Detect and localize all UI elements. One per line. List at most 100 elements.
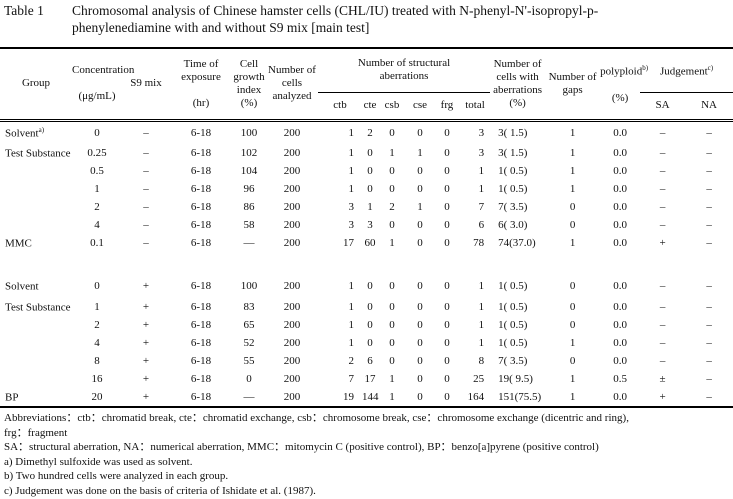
cell-cwa: 3( 1.5) <box>498 147 528 159</box>
table-row: 8 +6-18 55 200 2 6 0 0 0 8 7( 3.5) 0 0.0 – – <box>0 352 733 370</box>
cell-gaps: 1 <box>569 337 576 349</box>
cell-cse: 0 <box>417 337 423 349</box>
cell-s9: – <box>143 219 149 231</box>
cell-sa: – <box>659 301 666 313</box>
cell-na: – <box>706 319 712 331</box>
cell-time: 6-18 <box>190 373 212 385</box>
cell-group: Solventa) <box>5 125 45 140</box>
cell-ctb: 1 <box>348 337 355 349</box>
cell-csb: 0 <box>389 337 395 349</box>
cell-gaps: 1 <box>569 126 576 139</box>
cell-cse: 1 <box>417 147 423 159</box>
cell-cse: 0 <box>417 183 423 195</box>
table-row: Solventa) 0–6-18 100 200 1 2 0 0 0 3 3( 1.5) 1 0.0– – <box>0 120 733 144</box>
table-row: MMC 0.1 – 6-18 — 200 17 60 1 0 0 78 74(37.0) 1 0.0 + – <box>0 234 733 252</box>
cell-poly: 0.0 <box>613 280 627 292</box>
cell-csb: 0 <box>389 301 395 313</box>
cell-group: MMC <box>5 237 32 250</box>
footnote-b: b) Two hundred cells were analyzed in ea… <box>4 470 229 483</box>
cell-cells: 200 <box>283 237 301 249</box>
cell-ctb: 1 <box>348 183 355 195</box>
cell-frg: 0 <box>444 373 450 385</box>
cell-csb: 0 <box>389 319 395 331</box>
title-line-1: Chromosomal analysis of Chinese hamster … <box>72 3 599 18</box>
cell-s9: + <box>142 280 150 292</box>
header-total: total <box>465 99 485 111</box>
cell-csb: 0 <box>389 280 395 292</box>
cell-growth: 96 <box>243 183 255 195</box>
table-row: 1–6-18 96 200 1 0 0 0 0 1 1( 0.5) 1 0.0– – <box>0 180 733 198</box>
cell-cse: 0 <box>417 373 423 385</box>
cell-total: 1 <box>478 301 485 313</box>
table-row: 4 +6-18 52 200 1 0 0 0 0 1 1( 0.5) 1 0.0– – <box>0 334 733 352</box>
cell-sa: – <box>659 337 666 349</box>
cell-sa: – <box>659 319 666 331</box>
cell-time: 6-18 <box>190 391 212 403</box>
cell-na: – <box>706 201 712 213</box>
header-judgement: Judgementc) <box>640 48 733 93</box>
cell-gaps: 0 <box>569 301 576 313</box>
cell-cse: 0 <box>417 237 423 249</box>
cell-frg: 0 <box>444 280 450 292</box>
cell-cells: 200 <box>283 319 301 331</box>
cell-na: – <box>706 237 712 249</box>
cell-growth: 102 <box>240 147 258 159</box>
table-row: 2 +6-18 65 200 1 0 0 0 0 1 1( 0.5) 0 0.0– – <box>0 316 733 334</box>
cell-growth: 52 <box>243 337 255 349</box>
cell-sa: – <box>659 147 666 159</box>
table-row: 2–6-18 86 200 3 1 2 1 0 7 7( 3.5) 0 0.0– – <box>0 198 733 216</box>
cell-poly: 0.0 <box>613 319 627 331</box>
cell-conc: 2 <box>94 201 100 213</box>
cell-cells: 200 <box>283 301 301 313</box>
cell-cwa: 1( 0.5) <box>498 319 528 331</box>
cell-group <box>0 162 72 180</box>
cell-cells: 200 <box>283 355 301 367</box>
cell-sa: – <box>659 219 666 231</box>
cell-csb: 0 <box>389 183 395 195</box>
cell-ctb: 3 <box>348 201 355 213</box>
footnote-c: c) Judgement was done on the basis of cr… <box>4 484 316 497</box>
cell-growth: 86 <box>243 201 255 213</box>
cell-ctb: 1 <box>348 301 355 313</box>
cell-gaps: 1 <box>569 183 576 195</box>
cell-cte: 0 <box>367 319 373 331</box>
footnote-abbreviations-cont: frg：fragment <box>4 426 68 439</box>
cell-gaps: 0 <box>569 280 576 292</box>
cell-total: 1 <box>478 319 485 331</box>
cell-cells: 200 <box>283 337 301 349</box>
header-polyploid: polyploidb) (%) <box>600 64 649 105</box>
cell-total: 6 <box>478 219 485 231</box>
table-title: Table 1 Chromosomal analysis of Chinese h… <box>4 2 729 36</box>
cell-group <box>0 316 72 334</box>
cell-gaps: 1 <box>569 147 576 159</box>
cell-time: 6-18 <box>190 183 212 195</box>
cell-poly: 0.0 <box>613 201 627 213</box>
header-structural: Number of structural aberrations <box>318 48 491 93</box>
cell-group <box>0 216 72 234</box>
spacer-row <box>0 252 733 274</box>
cell-csb: 0 <box>389 355 395 367</box>
cell-cwa: 151(75.5) <box>498 391 542 403</box>
cell-frg: 0 <box>444 301 450 313</box>
cell-frg: 0 <box>444 319 450 331</box>
cell-total: 1 <box>478 280 485 292</box>
cell-cells: 200 <box>283 280 301 292</box>
table-body: Solventa) 0–6-18 100 200 1 2 0 0 0 3 3( 1.5) 1 0.0– –… <box>0 120 733 407</box>
cell-growth: — <box>243 237 255 249</box>
cell-gaps: 0 <box>569 219 576 231</box>
cell-cells: 200 <box>283 126 301 139</box>
cell-ctb: 1 <box>348 280 355 292</box>
cell-conc: 0.25 <box>87 147 107 159</box>
cell-conc: 1 <box>94 183 100 195</box>
cell-sa: – <box>659 183 666 195</box>
footnote-sa-na: SA：structural aberration, NA：numerical a… <box>4 441 599 454</box>
cell-s9: + <box>142 373 150 385</box>
table-header: Group Concentration (μg/mL) S9 mix Time o… <box>0 48 733 120</box>
cell-time: 6-18 <box>190 126 212 139</box>
cell-cte: 0 <box>367 147 373 159</box>
cell-group <box>0 352 72 370</box>
cell-sa: – <box>659 126 666 139</box>
cell-time: 6-18 <box>190 301 212 313</box>
cell-ctb: 1 <box>348 147 355 159</box>
cell-s9: + <box>142 355 150 367</box>
